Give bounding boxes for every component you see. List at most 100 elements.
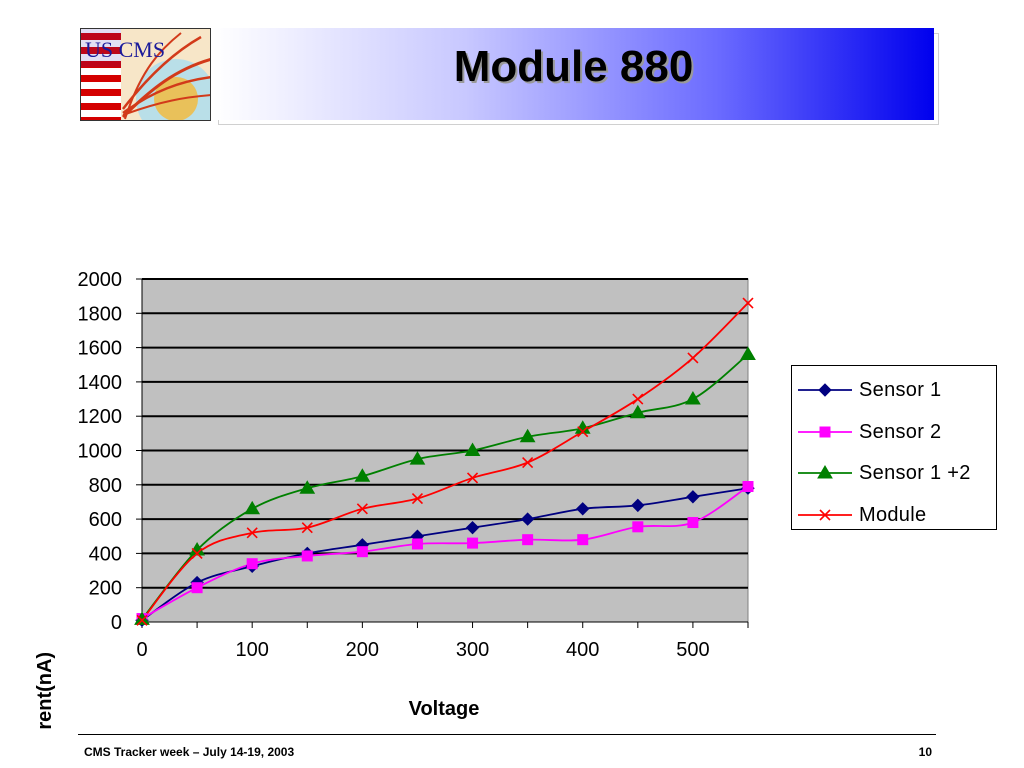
legend-label: Sensor 1 xyxy=(859,379,942,401)
data-point-module xyxy=(356,503,368,515)
marker-stroke xyxy=(466,472,479,484)
legend-swatch xyxy=(798,508,852,521)
data-point-sensor-1 xyxy=(520,512,535,526)
marker-stroke xyxy=(301,522,313,534)
marker-stroke xyxy=(819,508,831,521)
data-point-sensor-2 xyxy=(742,481,754,493)
x-axis-label: Voltage xyxy=(409,698,480,720)
legend-swatch-marker xyxy=(819,508,831,521)
page-title: Module 880 xyxy=(453,42,694,91)
y-tick-labels: 0 200 400 600 800 1000 1200 1400 1600 1800 2000 xyxy=(78,269,123,634)
data-point-sensor-1-2 xyxy=(685,391,701,405)
marker-stroke xyxy=(742,297,754,309)
data-point-sensor-1-2 xyxy=(299,480,316,494)
header-band xyxy=(213,28,934,120)
data-point-module xyxy=(411,492,424,505)
legend-item-sensor-1-2: Sensor 1 +2 xyxy=(792,457,996,487)
marker-stroke xyxy=(632,393,644,405)
data-point-sensor-1-2 xyxy=(354,468,371,482)
gridlines xyxy=(142,278,748,589)
y-tick-label: 0 xyxy=(111,612,122,634)
x-tick-label: 100 xyxy=(235,639,268,661)
legend-label: Sensor 1 +2 xyxy=(859,462,971,484)
data-point-sensor-1 xyxy=(631,498,645,513)
legend-swatch-marker xyxy=(818,383,832,397)
data-point-sensor-1-2 xyxy=(740,346,756,360)
legend: Sensor 1 Sensor 2 Sensor 1 +2 Module xyxy=(791,365,997,530)
series-line-sensor-1-2 xyxy=(141,353,749,620)
data-point-module xyxy=(522,456,534,469)
data-point-module xyxy=(466,472,479,484)
y-tick-label: 1200 xyxy=(78,406,123,428)
series-line-module xyxy=(141,302,749,621)
data-point-module xyxy=(191,547,203,559)
x-tick-label: 200 xyxy=(346,639,379,661)
y-tick-label: 1400 xyxy=(78,372,123,394)
data-point-module xyxy=(577,426,589,438)
y-tick-label: 400 xyxy=(89,543,122,565)
data-point-sensor-2 xyxy=(356,546,368,558)
data-point-module xyxy=(246,527,258,539)
marker-stroke xyxy=(246,527,258,539)
footer-divider xyxy=(78,734,936,735)
legend-swatch xyxy=(798,383,852,397)
x-tick-label: 500 xyxy=(676,639,709,661)
data-point-module xyxy=(632,393,644,405)
x-tick-labels: 0 100 200 300 400 500 xyxy=(136,639,709,661)
legend-item-sensor-1: Sensor 1 xyxy=(792,374,996,404)
legend-swatch-marker xyxy=(817,465,833,479)
data-point-sensor-1 xyxy=(576,502,590,516)
y-tick-label: 1800 xyxy=(78,303,123,325)
uscms-logo: US CMS xyxy=(80,28,211,121)
legend-swatch-marker xyxy=(819,426,831,437)
legend-swatch xyxy=(798,465,852,479)
y-tick-label: 600 xyxy=(89,509,122,531)
data-point-sensor-1-2 xyxy=(134,611,150,625)
data-point-sensor-1-2 xyxy=(519,428,536,443)
data-point-module xyxy=(301,522,313,534)
y-tick-label: 1000 xyxy=(78,441,123,463)
y-tick-label: 2000 xyxy=(78,269,123,291)
x-tick-label: 400 xyxy=(566,639,599,661)
data-point-module xyxy=(136,614,148,626)
y-tick-label: 200 xyxy=(89,578,122,600)
data-point-sensor-2 xyxy=(687,517,699,529)
data-point-sensor-2 xyxy=(467,537,479,549)
legend-item-sensor-2: Sensor 2 xyxy=(792,416,996,446)
x-tick-label: 0 xyxy=(136,639,147,661)
axes xyxy=(136,278,749,628)
legend-label: Sensor 2 xyxy=(859,420,942,443)
data-point-sensor-1 xyxy=(686,490,700,504)
logo-text: US CMS xyxy=(85,37,165,62)
data-point-module xyxy=(687,352,699,364)
y-axis-label: Current(nA) xyxy=(34,652,56,730)
marker-stroke xyxy=(136,614,148,626)
data-point-sensor-1 xyxy=(465,520,480,535)
marker-stroke xyxy=(577,426,589,438)
data-point-sensor-2 xyxy=(301,550,313,562)
data-point-sensor-2 xyxy=(246,558,258,570)
data-point-sensor-1-2 xyxy=(629,404,646,419)
footer-event: CMS Tracker week – July 14-19, 2003 xyxy=(84,745,295,759)
x-tick-label: 300 xyxy=(456,639,489,661)
series-markers xyxy=(134,297,756,627)
legend-label: Module xyxy=(859,503,927,526)
data-point-sensor-2 xyxy=(632,521,644,533)
data-point-sensor-2 xyxy=(411,538,423,550)
data-point-sensor-1-2 xyxy=(409,451,426,465)
data-point-sensor-2 xyxy=(522,534,534,546)
y-tick-label: 1600 xyxy=(78,338,123,360)
marker-stroke xyxy=(687,352,699,364)
data-point-sensor-2 xyxy=(191,582,203,594)
data-point-module xyxy=(742,297,754,309)
marker-stroke xyxy=(191,547,203,559)
y-tick-label: 800 xyxy=(89,475,122,497)
marker-stroke xyxy=(411,492,424,505)
chart: 0 200 400 600 800 1000 1200 1400 1600 1800 2000 0 1… xyxy=(34,269,756,730)
data-point-sensor-1-2 xyxy=(464,442,481,456)
marker-stroke xyxy=(356,503,368,515)
legend-item-module: Module xyxy=(792,499,996,529)
data-point-sensor-2 xyxy=(577,534,589,546)
slide-number: 10 xyxy=(918,745,932,759)
marker-stroke xyxy=(522,456,534,469)
